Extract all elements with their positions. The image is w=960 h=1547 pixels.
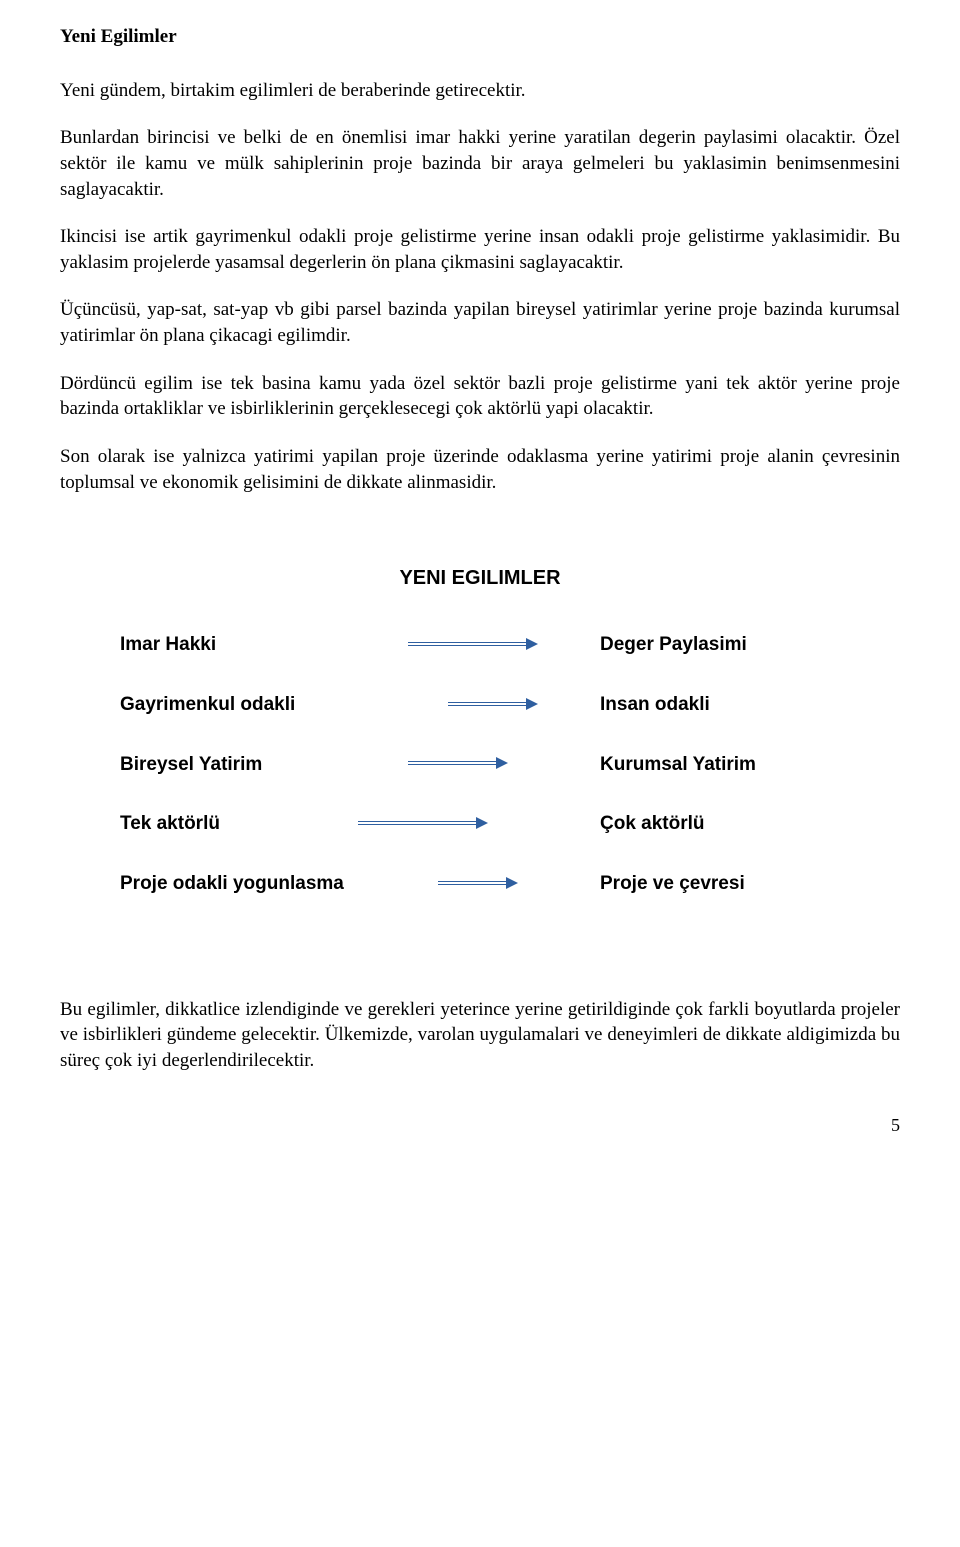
arrow-head	[526, 698, 538, 710]
paragraph-2: Bunlardan birincisi ve belki de en öneml…	[60, 125, 900, 202]
diagram-left-label: Proje odakli yogunlasma	[120, 871, 400, 897]
diagram-left-label: Gayrimenkul odakli	[120, 692, 400, 718]
paragraph-3: Ikincisi ise artik gayrimenkul odakli pr…	[60, 224, 900, 275]
arrow-head	[506, 877, 518, 889]
arrow-shaft	[408, 761, 500, 765]
paragraph-1: Yeni gündem, birtakim egilimleri de bera…	[60, 78, 900, 104]
page-number: 5	[60, 1113, 900, 1137]
arrow-shaft	[358, 821, 480, 825]
diagram-right-label: Çok aktörlü	[600, 811, 860, 837]
arrow-cell	[408, 883, 592, 885]
diagram-right-label: Deger Paylasimi	[600, 632, 860, 658]
diagram-row: Tek aktörlüÇok aktörlü	[120, 811, 860, 837]
arrow-shaft	[438, 881, 510, 885]
arrow-head	[476, 817, 488, 829]
arrow-icon	[448, 704, 538, 706]
diagram-title: YENI EGILIMLER	[60, 565, 900, 592]
arrow-cell	[408, 644, 592, 646]
arrow-icon	[408, 644, 538, 646]
diagram: Imar Hakki Deger Paylasimi Gayrimenkul oda…	[120, 632, 860, 896]
diagram-right-label: Proje ve çevresi	[600, 871, 860, 897]
diagram-row: Gayrimenkul odakli Insan odakli	[120, 692, 860, 718]
arrow-head	[526, 638, 538, 650]
arrow-cell	[408, 823, 592, 825]
paragraph-5: Dördüncü egilim ise tek basina kamu yada…	[60, 371, 900, 422]
diagram-row: Imar Hakki Deger Paylasimi	[120, 632, 860, 658]
diagram-right-label: Insan odakli	[600, 692, 860, 718]
arrow-shaft	[408, 642, 530, 646]
arrow-cell	[408, 704, 592, 706]
diagram-left-label: Bireysel Yatirim	[120, 752, 400, 778]
arrow-icon	[358, 823, 488, 825]
arrow-icon	[408, 763, 508, 765]
section-title: Yeni Egilimler	[60, 24, 900, 50]
arrow-icon	[438, 883, 518, 885]
closing-paragraph: Bu egilimler, dikkatlice izlendiginde ve…	[60, 997, 900, 1074]
arrow-shaft	[448, 702, 530, 706]
diagram-right-label: Kurumsal Yatirim	[600, 752, 860, 778]
arrow-cell	[408, 763, 592, 765]
diagram-row: Proje odakli yogunlasma Proje ve çevresi	[120, 871, 860, 897]
paragraph-4: Üçüncüsü, yap-sat, sat-yap vb gibi parse…	[60, 297, 900, 348]
arrow-head	[496, 757, 508, 769]
paragraph-6: Son olarak ise yalnizca yatirimi yapilan…	[60, 444, 900, 495]
diagram-left-label: Imar Hakki	[120, 632, 400, 658]
diagram-row: Bireysel Yatirim Kurumsal Yatirim	[120, 752, 860, 778]
